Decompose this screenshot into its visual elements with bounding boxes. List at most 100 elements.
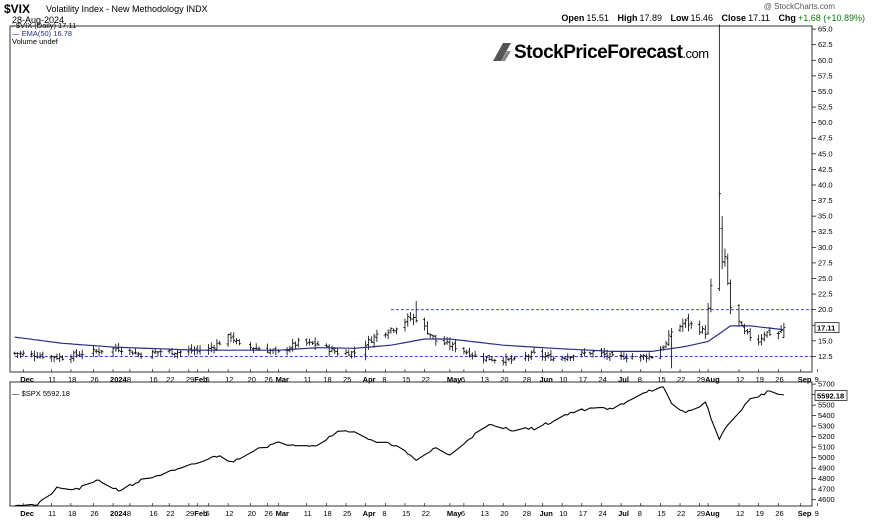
spx-x-tick-label: 22 xyxy=(166,509,174,518)
vix-x-tick-label: 22 xyxy=(677,375,685,384)
spx-x-tick-label: Aug xyxy=(705,509,720,518)
vix-x-tick-label: 18 xyxy=(323,375,331,384)
vix-x-tick-label: 29 xyxy=(697,375,705,384)
low-value: 15.46 xyxy=(690,13,714,23)
vix-plot-frame xyxy=(9,25,813,373)
spx-legend: — $SPX 5592.18 xyxy=(12,389,70,398)
spx-x-tick-label: 12 xyxy=(736,509,744,518)
vix-x-tick-label: 26 xyxy=(90,375,98,384)
spx-y-tick-label: 5500 xyxy=(818,401,835,410)
spx-x-tick-label: 24 xyxy=(598,509,606,518)
spx-x-tick-label: 15 xyxy=(402,509,410,518)
vix-x-tick-label: May xyxy=(447,375,462,384)
chart-credit: @ StockCharts.com xyxy=(763,2,835,11)
vix-x-tick-label: 2024 xyxy=(110,375,128,384)
exchange-label: INDX xyxy=(186,4,208,14)
vix-x-tick-label: 19 xyxy=(756,375,764,384)
spx-x-tick-label: Jul xyxy=(618,509,629,518)
vix-x-tick-label: 15 xyxy=(657,375,665,384)
vix-y-tick-label: 57.5 xyxy=(818,71,833,80)
spx-x-tick-label: 9 xyxy=(815,509,819,518)
vix-y-tick-label: 62.5 xyxy=(818,40,833,49)
spx-x-tick-label: 8 xyxy=(382,509,386,518)
spx-x-tick-label: 22 xyxy=(422,509,430,518)
close-value: 17.11 xyxy=(748,13,770,23)
close-label: Close xyxy=(721,13,747,23)
vix-x-tick-label: Feb xyxy=(194,375,208,384)
spx-x-tick-label: 16 xyxy=(149,509,157,518)
vix-x-tick-label: 8 xyxy=(382,375,386,384)
spx-x-tick-label: 28 xyxy=(523,509,531,518)
instrument-name: Volatility Index - New Methodology xyxy=(46,4,184,14)
vix-y-tick-label: 60.0 xyxy=(818,56,833,65)
vix-x-tick-label: Mar xyxy=(276,375,289,384)
spx-y-tick-label: 4600 xyxy=(818,495,835,504)
spx-x-tick-label: 11 xyxy=(304,509,312,518)
vix-x-tick-label: 12 xyxy=(225,375,233,384)
vix-y-tick-label: 20.0 xyxy=(818,305,833,314)
vix-x-tick-label: Jul xyxy=(618,375,629,384)
vix-x-tick-label: Jun xyxy=(540,375,554,384)
vix-x-tick-label: 8 xyxy=(127,375,131,384)
vix-y-tick-label: 47.5 xyxy=(818,134,833,143)
vix-y-tick-label: 40.0 xyxy=(818,180,833,189)
vix-y-tick-label: 12.5 xyxy=(818,352,833,361)
spx-x-tick-label: 6 xyxy=(461,509,465,518)
spx-y-tick-label: 5100 xyxy=(818,443,835,452)
vix-y-tick-label: 25.0 xyxy=(818,274,833,283)
spx-x-tick-label: 19 xyxy=(756,509,764,518)
vix-last-value-tag xyxy=(814,322,840,334)
spx-x-tick-label: 11 xyxy=(48,509,56,518)
legend-ema: — EMA(50) 16.78 xyxy=(12,29,73,38)
spx-line-icon: — xyxy=(12,389,22,398)
vix-y-tick-label: 22.5 xyxy=(818,290,833,299)
logo-icon xyxy=(493,43,511,61)
open-value: 15.51 xyxy=(586,13,609,23)
spx-x-tick-label: 29 xyxy=(697,509,705,518)
vix-x-tick-label: 6 xyxy=(461,375,465,384)
spx-y-tick-label: 4900 xyxy=(818,464,835,473)
vix-x-tick-label: 11 xyxy=(48,375,56,384)
spx-x-tick-label: Apr xyxy=(363,509,376,518)
logo-main: StockPriceForecast xyxy=(514,42,683,63)
spx-x-tick-label: Sep xyxy=(798,509,812,518)
spx-x-tick-label: 29 xyxy=(186,509,194,518)
chart-date: 28-Aug-2024 xyxy=(12,15,65,25)
spx-y-tick-label: 5400 xyxy=(818,411,835,420)
vix-y-tick-label: 42.5 xyxy=(818,165,833,174)
spx-x-tick-label: 15 xyxy=(657,509,665,518)
vix-x-tick-label: 16 xyxy=(149,375,157,384)
vix-x-tick-label: 24 xyxy=(598,375,606,384)
vix-y-tick-label: 37.5 xyxy=(818,196,833,205)
spx-x-tick-label: 8 xyxy=(127,509,131,518)
vix-x-tick-label: 17 xyxy=(579,375,587,384)
spx-x-tick-label: 26 xyxy=(775,509,783,518)
vix-y-tick-label: 45.0 xyxy=(818,149,833,158)
vix-y-tick-label: 30.0 xyxy=(818,243,833,252)
vix-y-tick-label: 55.0 xyxy=(818,87,833,96)
vix-x-tick-label: 13 xyxy=(481,375,489,384)
logo-suffix: .com xyxy=(682,46,709,61)
spx-x-tick-label: Jun xyxy=(540,509,554,518)
vix-x-tick-label: 11 xyxy=(304,375,312,384)
vix-y-tick-label: 52.5 xyxy=(818,103,833,112)
vix-x-tick-label: 20 xyxy=(248,375,256,384)
spx-last-value-text: 5592.18 xyxy=(817,391,844,400)
spx-y-tick-label: 4800 xyxy=(818,474,835,483)
vix-x-tick-label: 15 xyxy=(402,375,410,384)
spx-x-tick-label: 20 xyxy=(248,509,256,518)
vix-x-tick-label: 26 xyxy=(264,375,272,384)
vix-x-tick-label: Sep xyxy=(798,375,812,384)
spx-y-tick-label: 5200 xyxy=(818,432,835,441)
spx-last-value-tag xyxy=(814,390,848,401)
vix-x-tick-label: 29 xyxy=(186,375,194,384)
vix-x-tick-label: Aug xyxy=(705,375,720,384)
open-label: Open xyxy=(561,13,585,23)
legend-volume: Volume undef xyxy=(12,37,58,46)
legend-main: ⫶ $VIX (Daily) 17.11 xyxy=(12,21,77,30)
spx-x-tick-label: Dec xyxy=(20,509,34,518)
chart-instrument-name: Volatility Index - New Methodology INDX xyxy=(46,4,208,14)
vix-y-tick-label: 50.0 xyxy=(818,118,833,127)
spx-x-tick-label: 8 xyxy=(638,509,642,518)
